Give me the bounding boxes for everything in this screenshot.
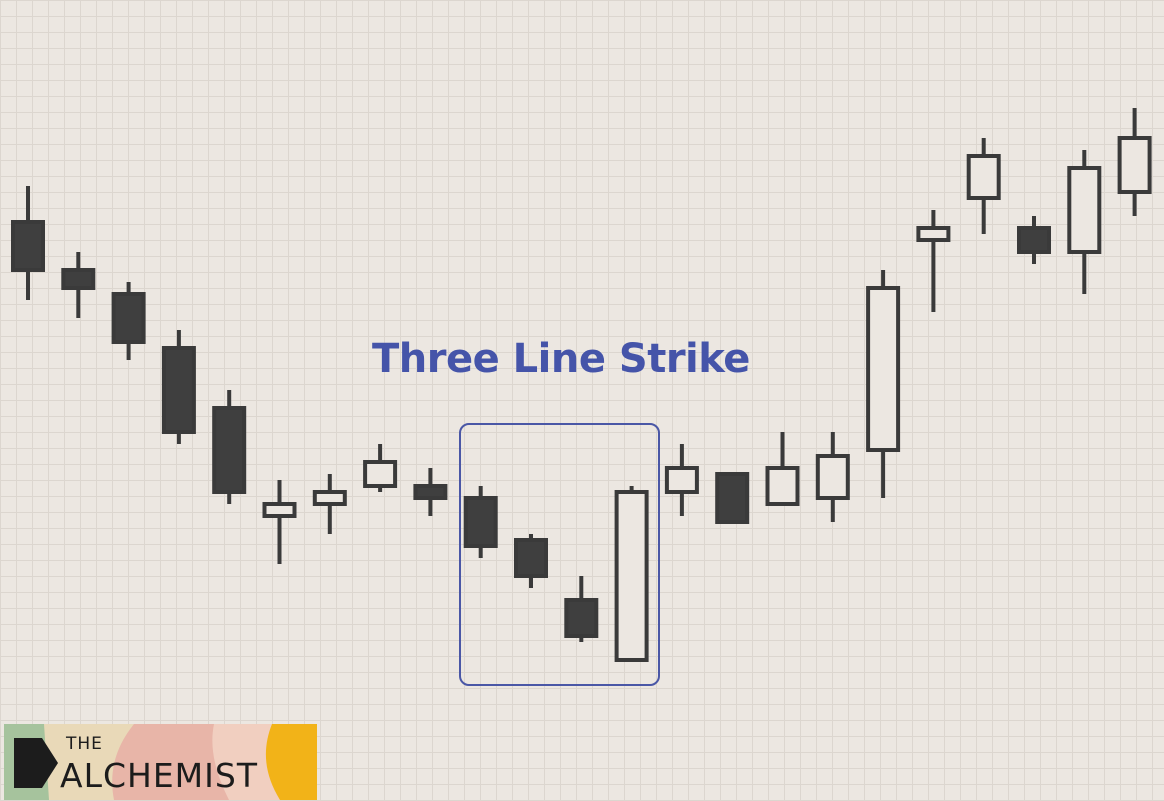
candle	[664, 444, 699, 516]
candle	[463, 486, 498, 558]
candle-body-bearish	[463, 496, 498, 548]
candle	[966, 138, 1001, 234]
pattern-highlight-box	[459, 423, 660, 686]
candle	[1117, 108, 1152, 216]
candle-body-bullish	[664, 466, 699, 494]
candle	[363, 444, 398, 492]
candle-body-bullish	[1067, 166, 1102, 254]
candle-body-bullish	[312, 490, 347, 506]
alchemist-logo: THE ALCHEMIST	[4, 724, 317, 800]
candle	[514, 534, 548, 588]
candle	[815, 432, 850, 522]
candle	[262, 480, 297, 564]
candle-body-bullish	[966, 154, 1001, 200]
candle-body-bullish	[1117, 136, 1152, 194]
candle-body-bullish	[815, 454, 850, 500]
candle	[111, 282, 146, 360]
candle-body-bearish	[413, 484, 448, 500]
candle	[715, 472, 750, 524]
candle-body-bearish	[11, 220, 45, 272]
candle-body-bearish	[212, 406, 247, 494]
candle	[866, 270, 901, 498]
candle-body-bearish	[1017, 226, 1051, 254]
candle	[614, 486, 649, 662]
candle	[11, 186, 45, 300]
candle-body-bearish	[161, 346, 196, 434]
candle	[61, 252, 96, 318]
candle-body-bullish	[765, 466, 800, 506]
candle-body-bearish	[715, 472, 750, 524]
candle	[212, 390, 247, 504]
logo-text-alchemist: ALCHEMIST	[60, 756, 258, 795]
candle-body-bullish	[916, 226, 951, 242]
candle	[161, 330, 196, 444]
chart-title: Three Line Strike	[372, 336, 750, 382]
candle	[564, 576, 599, 642]
logo-mark-icon	[14, 738, 58, 788]
candle-body-bearish	[514, 538, 548, 578]
candle-body-bullish	[866, 286, 901, 452]
candle-body-bullish	[614, 490, 649, 662]
logo-text-the: THE	[66, 734, 103, 754]
candle-body-bullish	[363, 460, 398, 488]
candle	[916, 210, 951, 312]
candle	[1017, 216, 1051, 264]
candle-body-bullish	[262, 502, 297, 518]
candle-body-bearish	[111, 292, 146, 344]
candle	[765, 432, 800, 506]
logo-background	[4, 724, 317, 800]
candle	[413, 468, 448, 516]
candle-body-bearish	[61, 268, 96, 290]
candle	[312, 474, 347, 534]
candle-body-bearish	[564, 598, 599, 638]
candle	[1067, 150, 1102, 294]
